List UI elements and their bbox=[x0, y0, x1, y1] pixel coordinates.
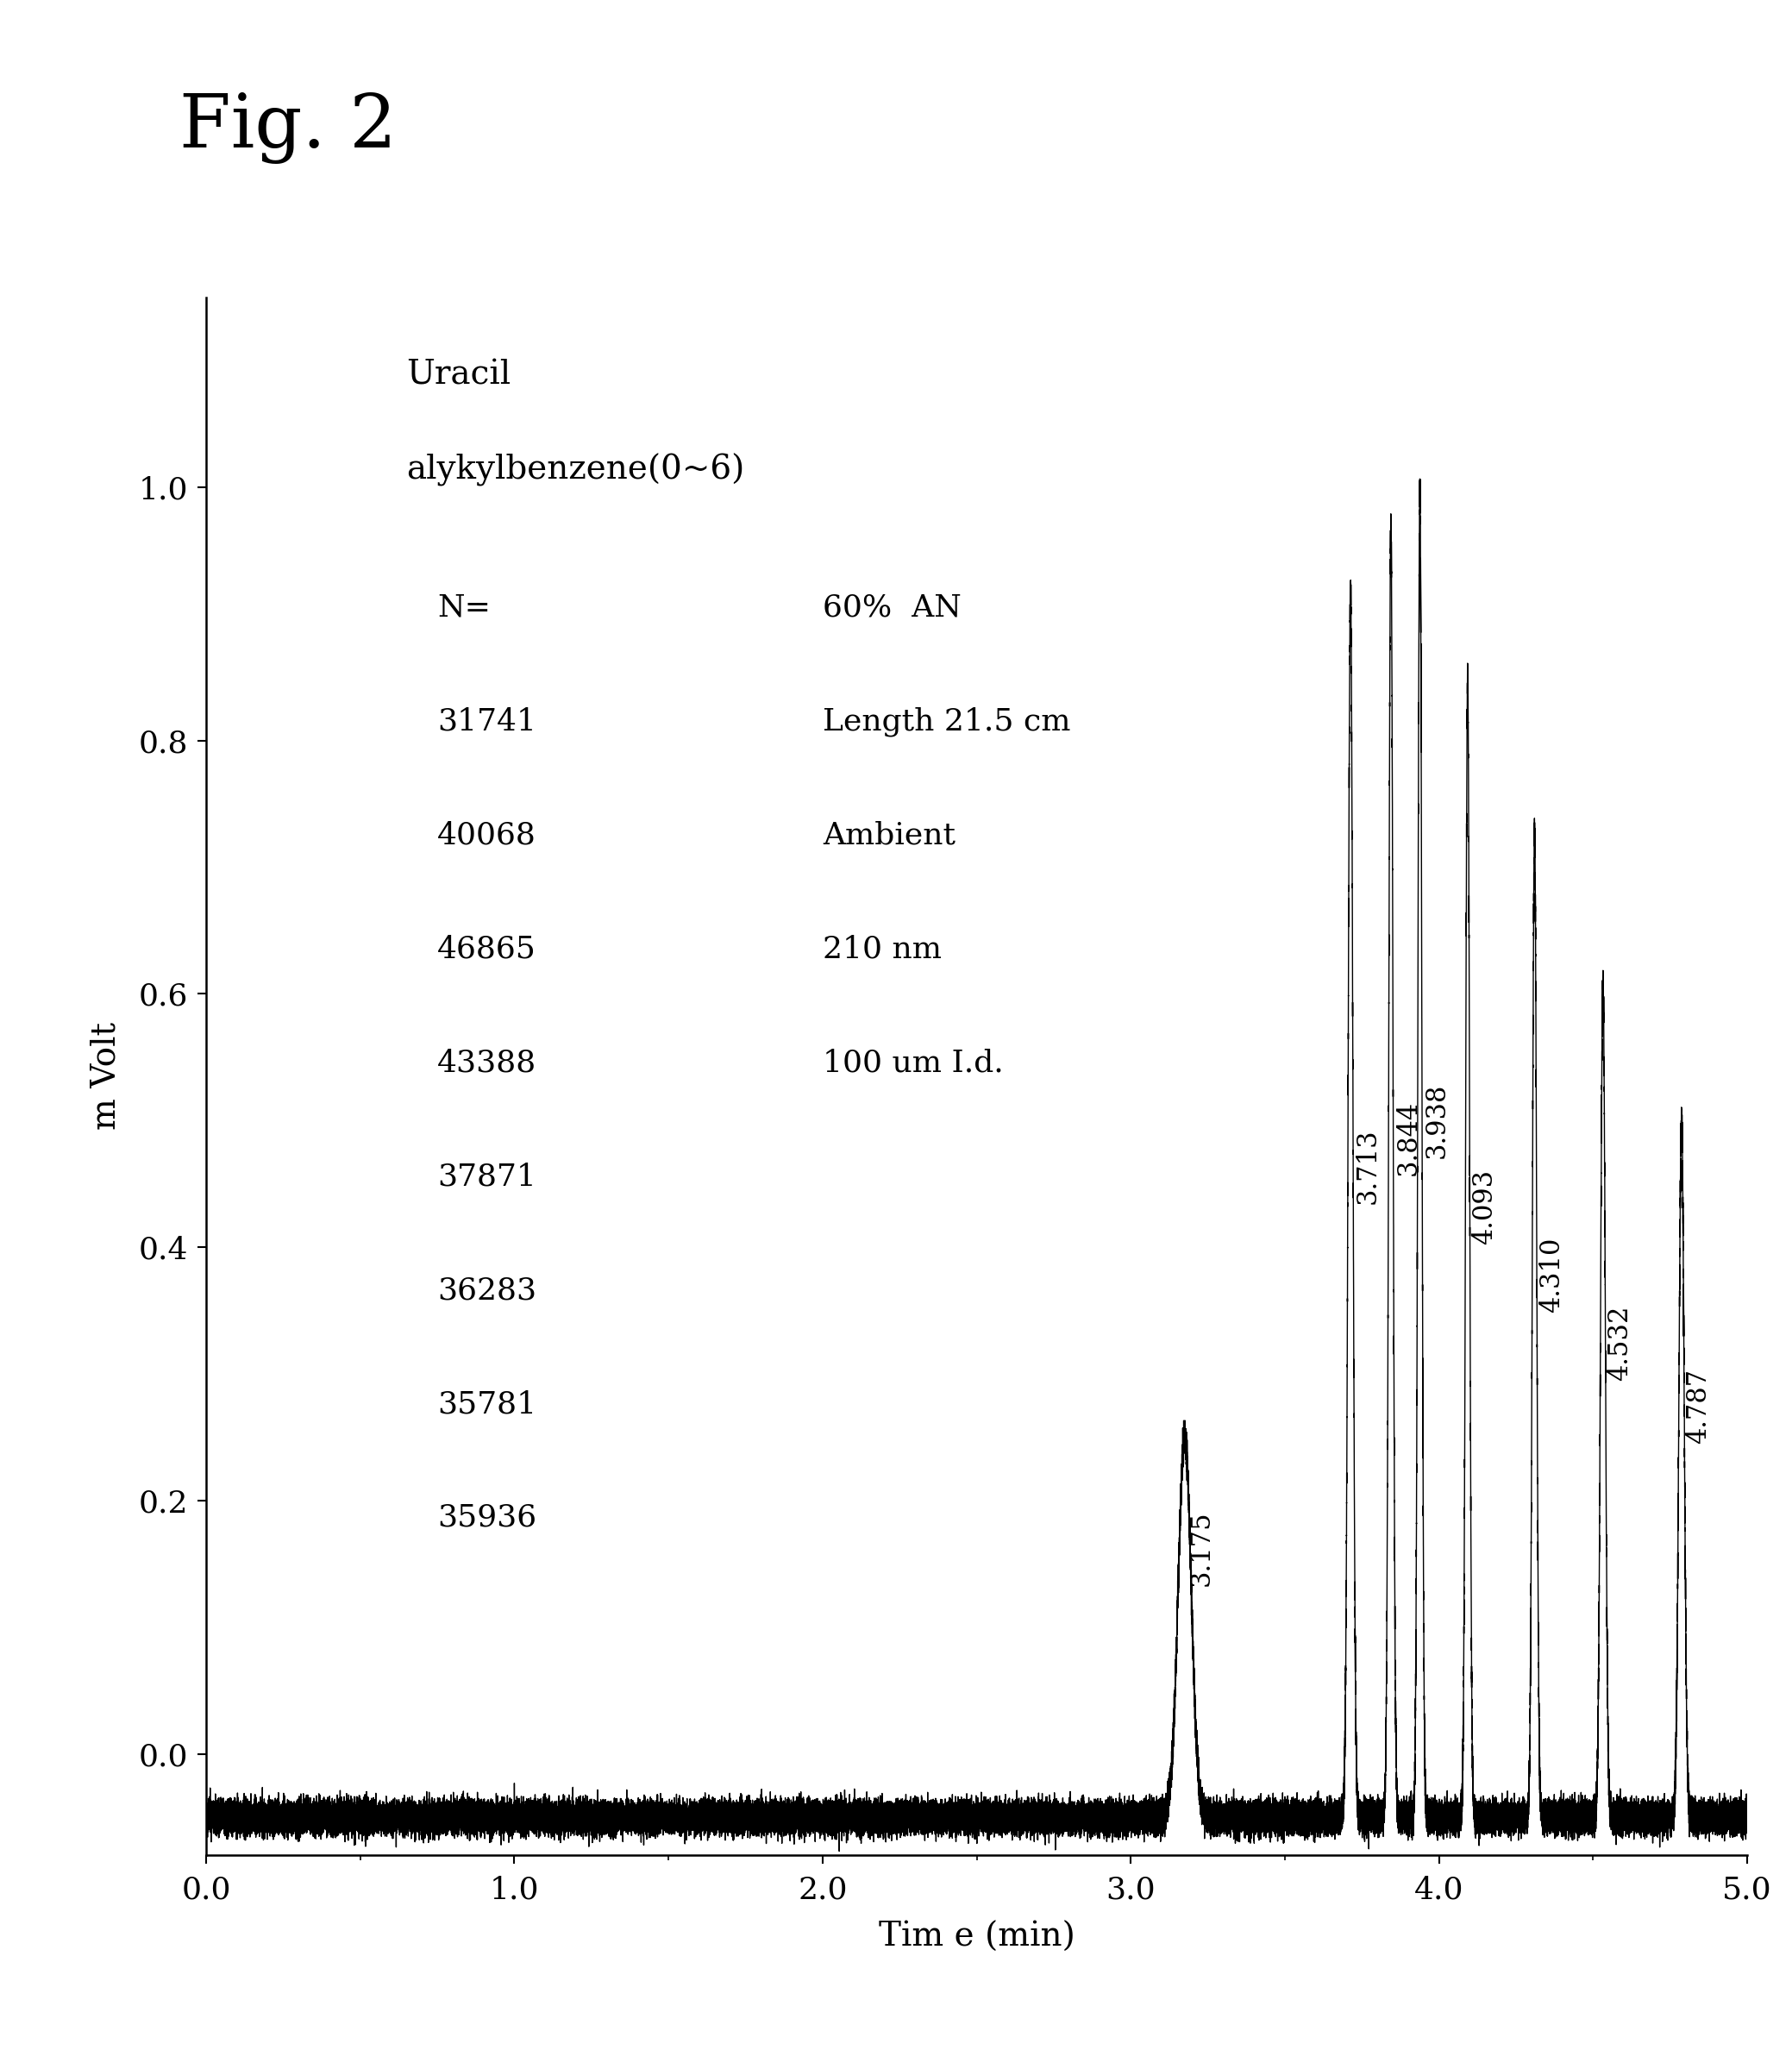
X-axis label: Tim e (min): Tim e (min) bbox=[878, 1921, 1075, 1954]
Text: alykylbenzene(0~6): alykylbenzene(0~6) bbox=[407, 453, 745, 486]
Text: 40068: 40068 bbox=[437, 820, 536, 851]
Text: 3.938: 3.938 bbox=[1423, 1082, 1450, 1158]
Text: 36283: 36283 bbox=[437, 1275, 536, 1306]
Text: Fig. 2: Fig. 2 bbox=[179, 92, 396, 164]
Text: 60%  AN: 60% AN bbox=[823, 592, 961, 623]
Text: 100 um I.d.: 100 um I.d. bbox=[823, 1048, 1004, 1078]
Text: 4.310: 4.310 bbox=[1538, 1236, 1564, 1312]
Text: 3.844: 3.844 bbox=[1394, 1101, 1421, 1177]
Y-axis label: m Volt: m Volt bbox=[90, 1023, 122, 1130]
Text: Uracil: Uracil bbox=[407, 359, 511, 392]
Text: 4.093: 4.093 bbox=[1471, 1168, 1498, 1244]
Text: Length 21.5 cm: Length 21.5 cm bbox=[823, 707, 1070, 736]
Text: N=: N= bbox=[437, 592, 491, 623]
Text: 35936: 35936 bbox=[437, 1503, 536, 1533]
Text: 46865: 46865 bbox=[437, 935, 536, 963]
Text: 4.532: 4.532 bbox=[1607, 1306, 1633, 1382]
Text: 4.787: 4.787 bbox=[1684, 1369, 1711, 1443]
Text: Ambient: Ambient bbox=[823, 820, 955, 851]
Text: 37871: 37871 bbox=[437, 1162, 536, 1191]
Text: 31741: 31741 bbox=[437, 707, 536, 736]
Text: 3.713: 3.713 bbox=[1355, 1130, 1382, 1203]
Text: 210 nm: 210 nm bbox=[823, 935, 941, 963]
Text: 43388: 43388 bbox=[437, 1048, 536, 1078]
Text: 3.175: 3.175 bbox=[1188, 1511, 1215, 1587]
Text: 35781: 35781 bbox=[437, 1390, 536, 1419]
